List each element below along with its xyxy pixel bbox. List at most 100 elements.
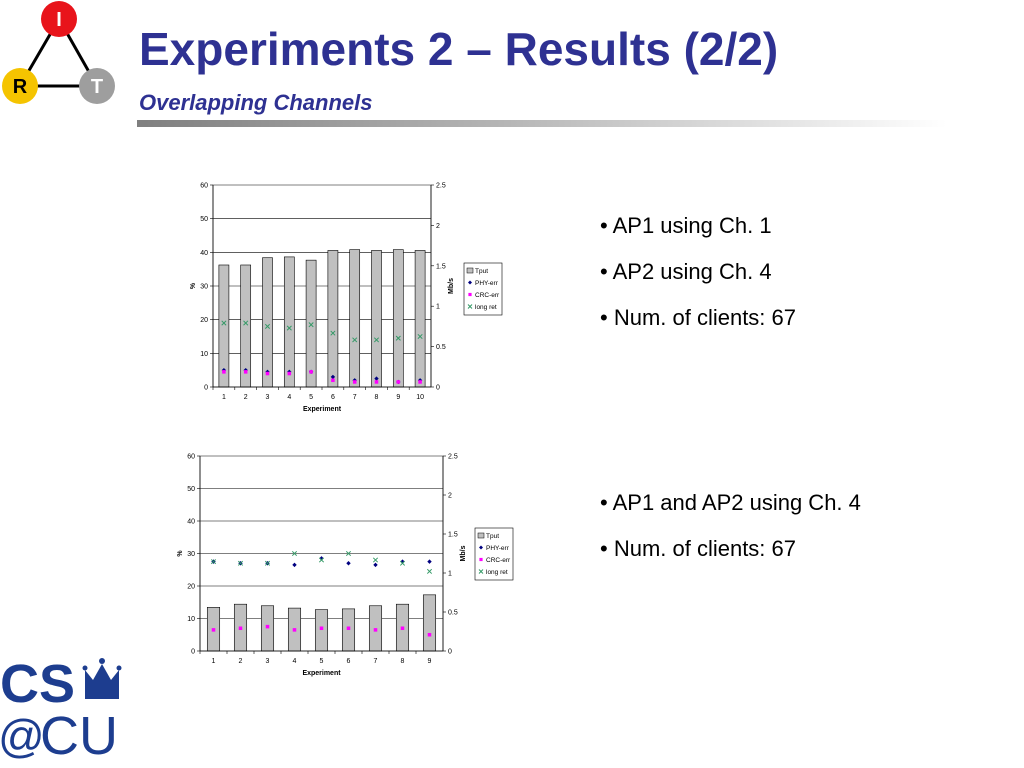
point-crc-err [427,632,432,637]
x-tick-label: 10 [416,394,424,401]
legend-label: CRC-err [475,292,500,299]
legend-label: Tput [475,268,488,275]
y2-tick-label: 0 [448,649,452,656]
point-crc-err [222,370,226,374]
x-tick-label: 2 [239,658,243,665]
point-crc-err [292,628,297,632]
logo-circle-left [2,68,38,104]
x-tick-label: 1 [222,394,226,401]
point-crc-err [265,371,270,376]
point-crc-err [396,380,401,384]
point-phy-err [427,559,432,564]
x-tick-label: 8 [401,658,405,665]
bar-tput [349,249,361,388]
bar-tput [371,250,382,388]
bar-tput [414,250,426,388]
logo-letter-top: I [56,9,62,31]
point-long-ret [243,320,249,326]
y-tick-label: 30 [187,551,195,558]
slide-title: Experiments 2 – Results (2/2) [139,23,779,75]
y-axis-title: % [190,282,197,289]
point-phy-err [292,562,297,568]
point-crc-err [211,628,216,632]
y-axis-title: % [177,550,184,557]
x-tick-label: 2 [244,394,248,401]
x-axis-title: Experiment [303,406,342,413]
x-tick-label: 6 [331,394,335,401]
bullet-item: • Num. of clients: 67 [600,536,797,561]
slide-subtitle: Overlapping Channels [139,90,373,115]
point-phy-err [330,374,336,380]
x-tick-label: 4 [287,394,291,401]
point-phy-err [400,559,405,564]
point-long-ret [237,560,244,566]
bullet-item: • AP1 using Ch. 1 [600,213,772,238]
bar-tput [314,609,329,652]
legend-label: Tput [486,533,499,540]
legend-marker [479,545,483,550]
chart-ap1-ch1-ap2-ch4: 0 10 20 30 40 50 60 0 0.5 1 1.5 2 2.5 1 2 3 4 5 6 7 8 9 10 Expe… [190,183,503,413]
point-long-ret [399,560,406,566]
point-long-ret [264,560,271,566]
point-long-ret [221,320,227,326]
x-tick-label: 5 [320,658,324,665]
y2-tick-label: 0.5 [448,610,458,617]
y2-axis-title: Mb/s [448,278,455,294]
point-long-ret [210,559,217,565]
point-long-ret [286,325,292,331]
point-crc-err [238,626,243,631]
point-crc-err [287,371,292,376]
y-tick-label: 10 [187,616,195,623]
y-tick-label: 50 [200,216,208,223]
y2-axis-title: Mb/s [460,545,467,561]
point-crc-err [373,628,378,632]
bar-tput [392,249,404,388]
legend-marker [468,292,472,297]
y2-tick-label: 0 [436,385,440,392]
point-long-ret [264,323,271,329]
x-tick-label: 7 [353,394,357,401]
irt-logo: I R T [2,1,115,104]
bullet-item: • AP2 using Ch. 4 [600,259,772,284]
y-tick-label: 0 [204,385,208,392]
legend-marker [478,569,484,574]
chart-ap1-ap2-ch4: 0 10 20 30 40 50 60 0 0.5 1 1.5 2 2.5 1 2 3 4 5 6 7 8 9 Experi… [177,454,514,677]
title-divider [137,120,947,127]
x-tick-label: 3 [266,658,270,665]
y2-tick-label: 2 [448,493,452,500]
logo-letter-right: T [91,76,103,98]
point-long-ret [395,335,401,341]
legend-swatch [466,267,474,274]
point-phy-err [346,561,351,566]
cs-logo-line2: CU [40,706,118,764]
cs-at-cu-logo: CS @ CU [0,654,122,764]
logo-letter-left: R [13,76,28,98]
y2-tick-label: 1 [436,304,440,311]
point-crc-err [374,380,379,384]
x-tick-label: 3 [266,394,270,401]
y-tick-label: 50 [187,486,195,493]
legend-label: PHY-err [475,280,499,287]
bullet-item: • AP1 and AP2 using Ch. 4 [600,490,861,515]
point-crc-err [331,378,335,383]
bullet-list-2: • AP1 and AP2 using Ch. 4 • Num. of clie… [600,490,861,582]
point-long-ret [291,550,298,557]
logo-circle-top [41,1,77,37]
y2-tick-label: 1 [448,571,452,578]
legend-marker [479,557,483,562]
x-tick-label: 1 [212,658,216,665]
y2-tick-label: 0.5 [436,344,446,351]
point-long-ret [330,330,336,336]
x-tick-label: 9 [396,394,400,401]
logo-triangle [17,15,100,88]
bullet-list-1: • AP1 using Ch. 1 • AP2 using Ch. 4 • Nu… [600,213,796,351]
point-crc-err [400,626,405,631]
point-crc-err [418,380,422,384]
x-tick-label: 9 [428,658,432,665]
legend-label: long ret [475,304,497,311]
cs-logo-line1: CS [0,654,75,714]
bar-tput [327,250,339,388]
point-phy-err [373,562,378,568]
point-long-ret [318,557,325,563]
y-tick-label: 10 [200,351,208,358]
